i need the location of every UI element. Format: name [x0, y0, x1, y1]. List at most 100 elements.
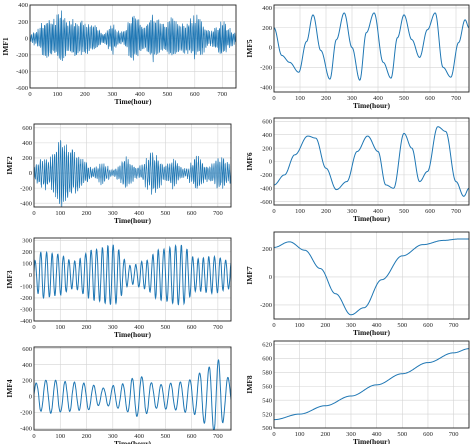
y-tick-label: -200: [260, 172, 272, 179]
x-tick-label: 200: [321, 208, 331, 215]
x-tick-label: 500: [160, 324, 170, 331]
y-tick-label: 200: [262, 145, 272, 152]
y-tick-label: 600: [22, 125, 32, 132]
x-tick-label: 500: [162, 91, 172, 98]
series-line-imf7: [274, 238, 469, 316]
chart-panel-imf6: 0 100 200 300 400 500 600 700 600 400 200 0 -200 -400…: [245, 117, 470, 223]
x-axis-label: Time(hour): [114, 330, 151, 339]
y-tick-label: 200: [22, 249, 32, 256]
y-tick-label: 200: [22, 155, 32, 162]
y-tick-label: -400: [260, 185, 272, 192]
x-tick-label: 500: [397, 431, 407, 438]
y-axis-label: IMF3: [5, 270, 14, 289]
y-tick-label: -200: [20, 410, 32, 417]
series-line-imf8: [274, 348, 469, 421]
chart-panel-imf8: 0 100 200 300 400 500 600 700 620 600 580 560 540 520…: [245, 340, 470, 444]
x-tick-label: 600: [187, 324, 197, 331]
x-tick-label: 500: [160, 433, 170, 440]
x-tick-label: 700: [449, 322, 459, 329]
y-tick-label: -600: [16, 85, 28, 92]
y-tick-label: 600: [262, 356, 272, 363]
x-tick-label: 600: [423, 431, 433, 438]
y-axis-label: IMF5: [245, 39, 254, 58]
plot-frame: [273, 231, 470, 320]
x-axis-label: Time(hour): [353, 101, 390, 110]
y-axis-label: IMF7: [245, 266, 254, 285]
y-tick-label: -400: [20, 426, 32, 433]
x-tick-label: 300: [108, 91, 118, 98]
y-tick-label: 0: [269, 45, 272, 52]
x-tick-label: 400: [134, 324, 144, 331]
x-tick-label: 600: [187, 210, 197, 217]
y-axis-label: IMF4: [5, 379, 14, 398]
x-tick-label: 300: [346, 322, 356, 329]
x-tick-label: 200: [82, 210, 92, 217]
x-tick-label: 400: [373, 208, 383, 215]
y-tick-label: -100: [20, 284, 32, 291]
y-tick-label: 200: [18, 19, 28, 26]
y-tick-label: 200: [22, 378, 32, 385]
y-tick-label: -400: [20, 200, 32, 207]
y-tick-label: 620: [262, 342, 272, 349]
x-tick-label: 0: [32, 210, 35, 217]
x-tick-label: 500: [397, 322, 407, 329]
x-tick-label: 200: [80, 91, 90, 98]
x-tick-label: 600: [423, 322, 433, 329]
x-tick-label: 0: [272, 208, 275, 215]
y-tick-label: 400: [262, 132, 272, 139]
x-tick-label: 200: [320, 322, 330, 329]
y-tick-label: 600: [22, 346, 32, 353]
x-axis-label: Time(hour): [353, 214, 390, 223]
x-tick-label: 300: [108, 433, 118, 440]
x-tick-label: 100: [295, 322, 305, 329]
y-tick-label: 400: [18, 2, 28, 9]
x-tick-label: 200: [82, 324, 92, 331]
x-tick-label: 400: [373, 95, 383, 102]
y-tick-label: 0: [29, 394, 32, 401]
x-tick-label: 600: [425, 95, 435, 102]
y-tick-label: 0: [25, 35, 28, 42]
x-tick-label: 500: [399, 95, 409, 102]
plot-frame: [33, 123, 232, 208]
y-tick-label: 200: [262, 246, 272, 253]
series-line-imf1: [30, 10, 236, 63]
series-line-imf5: [274, 12, 469, 81]
plot-frame: [273, 340, 470, 429]
x-tick-label: 400: [135, 91, 145, 98]
x-tick-label: 300: [347, 95, 357, 102]
y-tick-label: 400: [262, 5, 272, 12]
y-axis-label: IMF8: [245, 375, 254, 394]
chart-panel-imf2: 0 100 200 300 400 500 600 700 600 400 200 0 -200 -400…: [5, 123, 232, 225]
y-axis-label: IMF1: [1, 37, 10, 56]
chart-panel-imf7: 0 100 200 300 400 500 600 700 200 0 -200 Time(hour)…: [245, 231, 470, 337]
x-tick-label: 300: [108, 324, 118, 331]
x-tick-label: 300: [108, 210, 118, 217]
x-tick-label: 500: [399, 208, 409, 215]
y-tick-label: 500: [262, 425, 272, 432]
x-tick-label: 600: [187, 433, 197, 440]
chart-panel-imf1: 0 100 200 300 400 500 600 700 400 200 0 -200 -400 -60…: [1, 2, 237, 106]
y-tick-label: 560: [262, 383, 272, 390]
y-tick-label: 0: [269, 274, 272, 281]
x-tick-label: 400: [372, 431, 382, 438]
x-tick-label: 100: [55, 433, 65, 440]
x-tick-label: 700: [213, 433, 223, 440]
plot-frame: [273, 4, 470, 93]
x-tick-label: 0: [32, 324, 35, 331]
x-tick-label: 200: [321, 95, 331, 102]
x-tick-label: 400: [134, 433, 144, 440]
x-tick-label: 0: [272, 322, 275, 329]
x-tick-label: 700: [213, 210, 223, 217]
y-tick-label: -200: [260, 64, 272, 71]
x-tick-label: 500: [160, 210, 170, 217]
x-tick-label: 0: [32, 433, 35, 440]
y-tick-label: 200: [262, 25, 272, 32]
y-tick-label: 600: [262, 119, 272, 126]
x-tick-label: 600: [190, 91, 200, 98]
y-tick-label: -200: [20, 295, 32, 302]
x-tick-label: 600: [425, 208, 435, 215]
y-tick-label: -200: [20, 185, 32, 192]
x-tick-label: 400: [134, 210, 144, 217]
x-tick-label: 700: [451, 208, 461, 215]
